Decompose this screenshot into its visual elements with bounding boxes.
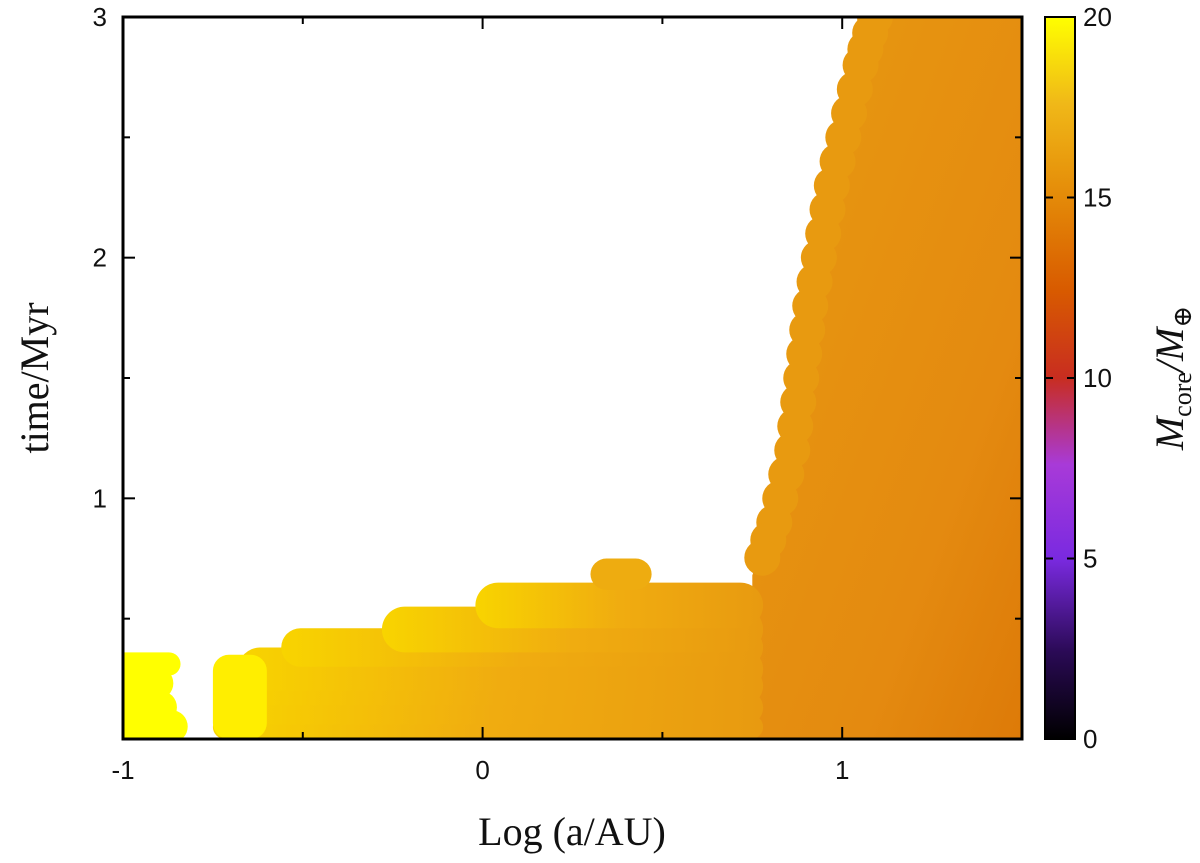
x-tick-label: 1	[835, 755, 849, 785]
outer-band-scallop	[744, 539, 781, 576]
staircase-band	[475, 582, 764, 629]
outer-band-region	[752, 17, 1022, 739]
heatmap-area	[123, 17, 1022, 739]
x-tick-label: -1	[111, 755, 134, 785]
colorbar-tick-label: 10	[1083, 363, 1112, 393]
colorbar-tick-label: 0	[1083, 724, 1097, 754]
colorbar: 0 5 10 15 20 Mcore/M⊕	[1044, 2, 1197, 754]
colorbar-ticks: 0 5 10 15 20	[1045, 2, 1112, 754]
inner-yellow-blob	[123, 710, 188, 739]
y-axis: 1 2 3	[93, 2, 1022, 620]
x-axis: -1 0 1	[111, 17, 849, 785]
y-tick-label: 3	[93, 2, 107, 32]
colorbar-tick-label: 15	[1083, 183, 1112, 213]
colorbar-tick-label: 5	[1083, 544, 1097, 574]
colorbar-tick-label: 20	[1083, 2, 1112, 32]
y-tick-label: 2	[93, 243, 107, 273]
colorbar-title: Mcore/M⊕	[1147, 306, 1197, 451]
x-tick-label: 0	[475, 755, 489, 785]
y-axis-title: time/Myr	[12, 302, 57, 453]
staircase-yellow-edge	[212, 654, 267, 739]
y-tick-label: 1	[93, 483, 107, 513]
bump-region	[590, 558, 652, 590]
x-axis-title: Log (a/AU)	[478, 809, 666, 854]
